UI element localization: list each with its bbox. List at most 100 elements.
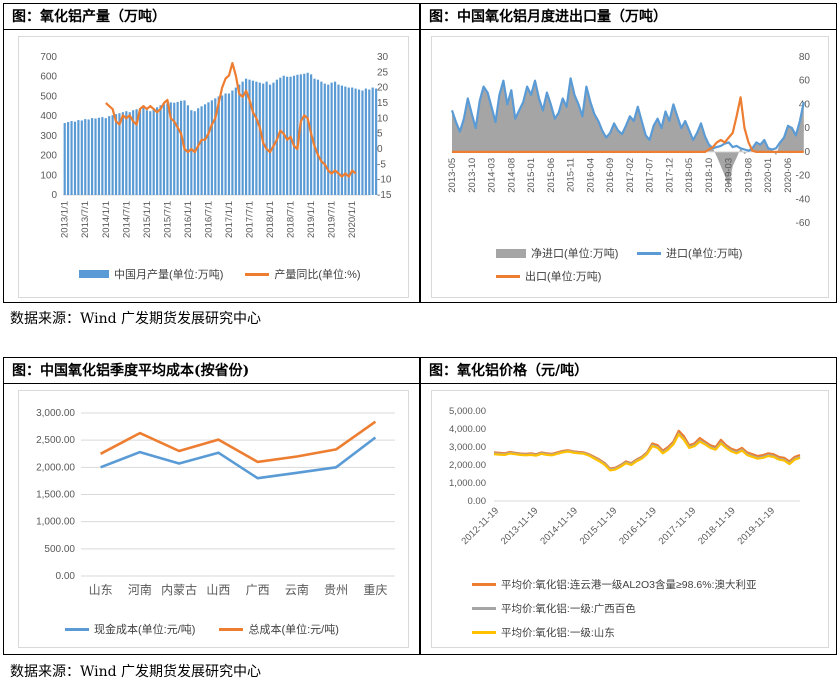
y-tick-label: 2,000.00 xyxy=(36,462,75,473)
y-tick-right: -40 xyxy=(796,194,811,205)
y-tick-left: 300 xyxy=(40,131,57,142)
y-tick-label: 1,500.00 xyxy=(36,490,75,501)
x-tick-label: 2016-09 xyxy=(605,158,616,193)
y-tick-right: 40 xyxy=(799,99,811,110)
export-line xyxy=(452,96,804,154)
production-bar xyxy=(135,109,138,195)
production-bar xyxy=(221,95,224,195)
production-bar xyxy=(132,110,135,195)
y-tick-label: 3,000.00 xyxy=(449,442,486,453)
x-tick-label: 2017-02 xyxy=(625,158,636,193)
production-bar xyxy=(149,111,152,195)
production-bar xyxy=(330,82,333,195)
legend-import: 进口(单位:万吨) xyxy=(637,245,742,261)
x-category-label: 山西 xyxy=(206,583,230,597)
y-tick-left: 100 xyxy=(40,170,57,181)
x-category-label: 河南 xyxy=(128,582,152,597)
y-tick-label: 0.00 xyxy=(56,571,76,582)
production-bar xyxy=(166,103,169,195)
cost-title: 图：中国氧化铝季度平均成本(按省份) xyxy=(4,358,419,384)
legend-cost: 现金成本(单位:元/吨) 总成本(单位:元/吨) xyxy=(65,621,339,637)
y-tick-label: 1,000.00 xyxy=(36,517,75,528)
production-bar xyxy=(227,93,231,195)
production-panel: 图：氧化铝产量（万吨） 0 100 200 300 400 500 600 700 -15 -10… xyxy=(3,3,420,303)
production-bar xyxy=(255,81,258,195)
x-tick-label: 2020-06 xyxy=(783,158,794,193)
production-bar xyxy=(268,84,272,195)
legend-swatch-aus xyxy=(472,583,496,586)
x-tick-label: 2012-11-19 xyxy=(459,505,501,547)
production-bar xyxy=(351,87,354,195)
y-tick-left: 400 xyxy=(40,111,57,122)
production-bar xyxy=(186,105,190,195)
production-bar xyxy=(371,87,374,195)
production-bar xyxy=(142,107,145,195)
legend-swatch-area xyxy=(496,248,526,258)
x-tick-label: 2016-11-19 xyxy=(617,505,659,547)
production-bar xyxy=(114,114,118,195)
legend-production-label: 中国月产量(单位:万吨) xyxy=(114,269,224,281)
production-bar xyxy=(313,78,316,195)
x-tick-label: 2014-08 xyxy=(506,158,517,193)
cost-svg: 0.00 500.00 1,000.00 1,500.00 2,000.00 2,500.… xyxy=(36,408,395,597)
production-bar xyxy=(87,119,90,195)
production-chart: 0 100 200 300 400 500 600 700 -15 -10 -5 0 5 10 15 20 25… xyxy=(18,36,409,298)
legend-aus-label: 平均价:氧化铝:连云港一级AL2O3含量≥98.6%:澳大利亚 xyxy=(501,579,757,591)
source-note-top: 数据来源：Wind 广发期货发展研究中心 xyxy=(10,311,262,327)
production-bar xyxy=(248,79,251,195)
x-tick-label: 2017-12 xyxy=(664,158,675,193)
net-import-area xyxy=(452,78,804,188)
production-bar xyxy=(286,76,289,195)
y-tick-left: 700 xyxy=(40,52,57,63)
production-bar xyxy=(368,89,371,195)
production-bar xyxy=(104,118,107,195)
x-tick-label: 2016-04 xyxy=(585,158,596,193)
x-tick-label: 2014/1/1 xyxy=(101,201,112,238)
trade-chart: -60 -40 -20 0 20 40 60 80 2013-05 2013-10 2014-03 2… xyxy=(431,36,829,298)
y-tick-right: 60 xyxy=(799,76,811,87)
y-tick-left: 500 xyxy=(40,91,57,102)
y-tick-label: 2,000.00 xyxy=(449,460,486,471)
production-bar xyxy=(296,74,299,195)
x-tick-label: 2018/1/1 xyxy=(265,201,276,238)
production-bar xyxy=(101,117,104,195)
x-tick-label: 2014/7/1 xyxy=(121,201,132,238)
x-tick-label: 2015-06 xyxy=(546,158,557,193)
legend-gx-label: 平均价:氧化铝:一级:广西百色 xyxy=(501,603,636,615)
production-bar xyxy=(111,115,114,195)
y-tick-label: 1,000.00 xyxy=(449,478,486,489)
x-category-label: 内蒙古 xyxy=(161,582,197,597)
production-title: 图：氧化铝产量（万吨） xyxy=(4,4,419,30)
x-category-label: 山东 xyxy=(89,583,113,597)
y-tick-right: 25 xyxy=(377,67,389,78)
x-tick-label: 2019-08 xyxy=(743,158,754,193)
x-tick-label: 2013/1/1 xyxy=(60,201,71,238)
x-category-label: 云南 xyxy=(285,582,309,597)
yoy-line xyxy=(105,62,357,178)
production-bar xyxy=(279,77,282,195)
legend-swatch-cash xyxy=(65,627,89,631)
legend-export: 出口(单位:万吨) xyxy=(496,268,601,284)
legend-swatch-sd xyxy=(472,631,496,634)
production-bar xyxy=(238,84,241,195)
production-bar xyxy=(320,81,323,195)
x-tick-label: 2018-05 xyxy=(684,158,695,193)
y-tick-label: 4,000.00 xyxy=(449,424,486,435)
legend-swatch-bar xyxy=(79,270,109,278)
x-tick-label: 2014-03 xyxy=(487,158,498,193)
total-cost-line xyxy=(99,420,377,464)
legend-sd-label: 平均价:氧化铝:一级:山东 xyxy=(501,627,615,639)
y-tick-label: 3,000.00 xyxy=(36,408,75,419)
production-bar xyxy=(80,120,83,195)
production-bar xyxy=(145,110,148,195)
production-bar xyxy=(121,112,124,195)
production-bar xyxy=(179,100,183,195)
price-svg: 0.00 1,000.00 2,000.00 3,000.00 4,000.00 5,00… xyxy=(449,406,801,547)
x-tick-label: 2019/7/1 xyxy=(327,201,338,238)
price-line-gx xyxy=(493,432,801,471)
x-category-label: 重庆 xyxy=(363,583,387,597)
legend-production: 中国月产量(单位:万吨) 产量同比(单位:%) xyxy=(79,266,361,282)
x-tick-label: 2020-01 xyxy=(763,158,774,193)
production-bar xyxy=(108,116,111,195)
x-tick-label: 2018-10 xyxy=(704,158,715,193)
